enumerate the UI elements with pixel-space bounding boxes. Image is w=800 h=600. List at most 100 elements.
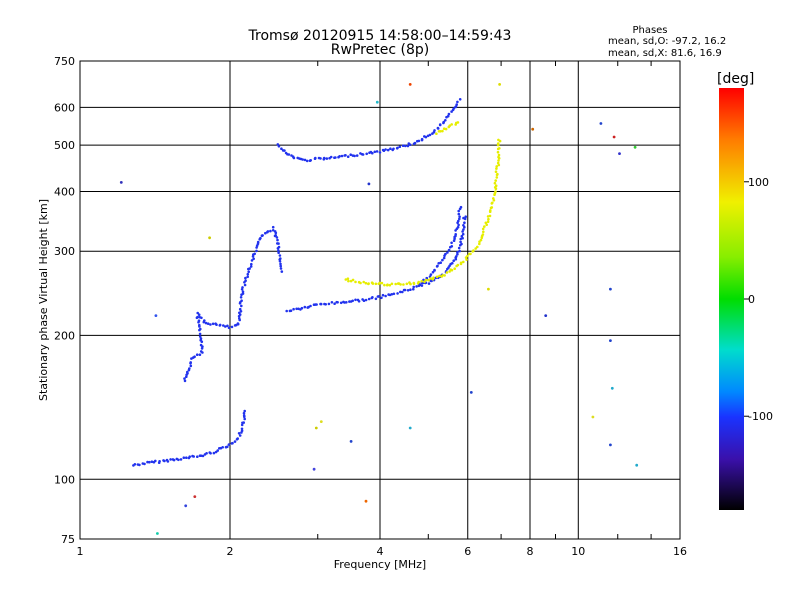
data-point (371, 282, 375, 285)
data-point (459, 261, 463, 265)
data-point (338, 155, 341, 158)
data-point (496, 161, 500, 165)
data-point (396, 292, 399, 295)
data-point (436, 264, 439, 268)
data-point (354, 280, 357, 284)
data-point (457, 212, 461, 216)
colorbar-ticks: 100 0 -100 (744, 176, 773, 423)
data-point (271, 229, 275, 232)
data-point (199, 337, 203, 340)
noise-point (487, 287, 490, 291)
data-point (472, 249, 475, 252)
data-point (250, 262, 253, 266)
noise-point (208, 236, 212, 240)
data-point (197, 319, 201, 323)
data-point (394, 282, 398, 286)
data-point (336, 301, 339, 304)
data-point (453, 237, 456, 241)
data-point (138, 463, 141, 467)
data-point (495, 165, 499, 168)
data-point (240, 427, 244, 431)
data-point (496, 172, 499, 176)
chart-subtitle: RwPretec (8p) (331, 42, 429, 58)
data-points (119, 83, 639, 535)
data-point (226, 445, 229, 449)
data-point (280, 270, 284, 273)
data-point (429, 273, 433, 276)
data-point (273, 234, 277, 238)
data-point (386, 148, 390, 152)
noise-point (375, 100, 379, 104)
data-point (465, 258, 468, 261)
data-point (396, 146, 399, 150)
data-point (163, 459, 166, 463)
data-point (287, 153, 291, 156)
data-point (494, 190, 497, 193)
data-point (364, 298, 368, 302)
data-point (240, 304, 243, 308)
data-point (444, 252, 447, 256)
data-point (209, 323, 212, 326)
data-point (438, 274, 441, 278)
data-point (200, 316, 203, 320)
noise-point (119, 181, 123, 184)
data-point (236, 437, 239, 440)
data-point (231, 441, 234, 445)
data-point (462, 260, 465, 264)
data-point (458, 217, 461, 221)
data-point (240, 423, 244, 427)
noise-point (364, 499, 368, 503)
data-point (461, 230, 464, 233)
data-point (494, 170, 498, 173)
data-point (361, 153, 365, 156)
data-point (445, 271, 449, 274)
data-point (276, 247, 280, 250)
data-point (340, 154, 344, 158)
data-point (364, 281, 368, 285)
data-point (289, 309, 293, 313)
data-point (450, 245, 454, 248)
x-tick-label: 10 (571, 545, 585, 558)
y-tick-label: 400 (54, 185, 75, 198)
data-point (365, 152, 369, 156)
noise-point (319, 420, 323, 423)
data-point (401, 290, 404, 294)
data-point (183, 377, 186, 380)
data-point (246, 272, 250, 276)
data-point (384, 294, 387, 298)
data-point (461, 232, 465, 236)
data-point (406, 289, 410, 292)
data-point (349, 153, 353, 156)
data-point (244, 279, 247, 283)
noise-point (154, 314, 158, 317)
axis-ticks: 1 2 4 6 8 10 16 75 100 200 300 400 500 600 750 (54, 55, 687, 558)
data-point (462, 228, 465, 231)
data-point (420, 137, 424, 141)
data-point (301, 158, 305, 161)
data-point (201, 454, 205, 458)
data-point (448, 124, 452, 127)
data-point (333, 302, 336, 306)
data-point (205, 452, 208, 455)
data-point (344, 154, 347, 157)
data-point (292, 307, 295, 311)
data-point (212, 451, 216, 455)
data-point (189, 361, 192, 364)
data-point (264, 231, 267, 235)
data-point (458, 215, 461, 218)
data-point (491, 201, 494, 205)
data-point (158, 460, 161, 463)
grid-lines (80, 61, 680, 539)
data-point (495, 167, 498, 170)
data-point (292, 156, 296, 160)
data-point (186, 370, 189, 374)
data-point (319, 157, 322, 160)
data-point (226, 324, 229, 328)
data-point (441, 274, 444, 277)
data-point (252, 257, 255, 261)
data-point (279, 267, 283, 270)
data-point (384, 148, 387, 151)
data-point (238, 317, 241, 320)
data-point (386, 283, 389, 287)
data-point (166, 460, 170, 463)
